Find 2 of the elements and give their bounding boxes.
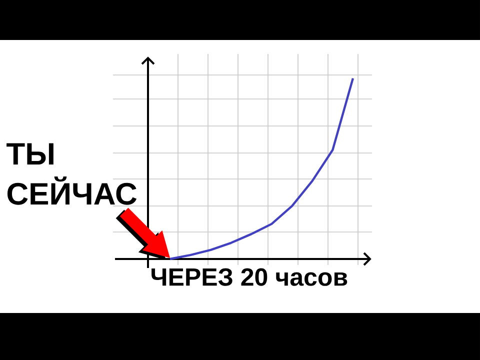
x-axis-title: ЧЕРЕЗ 20 часов [152,268,348,286]
text: ТЫ СЕЙЧАС [6,143,137,205]
